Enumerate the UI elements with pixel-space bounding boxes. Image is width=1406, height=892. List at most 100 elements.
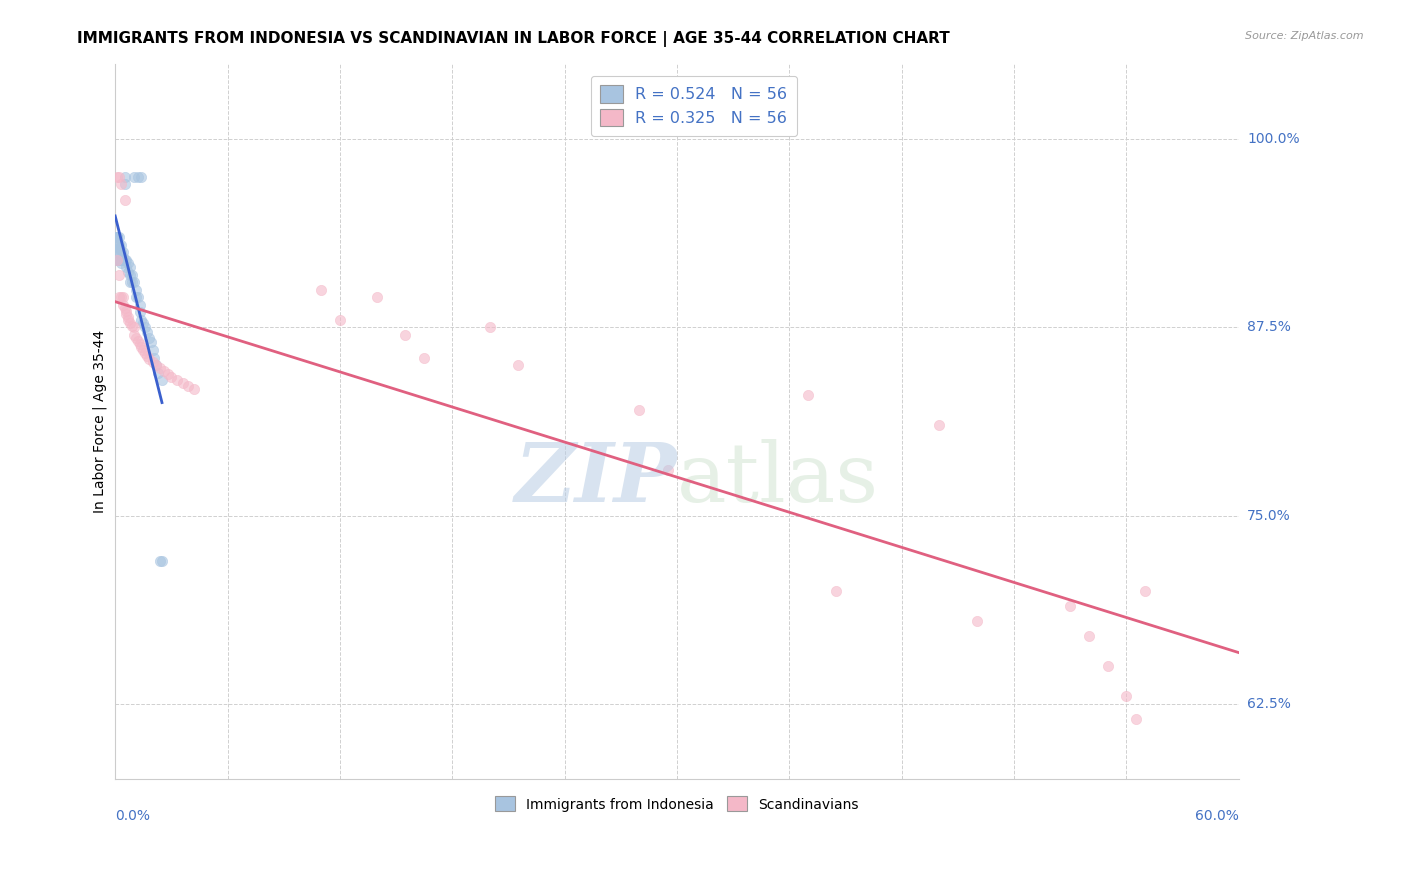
Point: [329, 313, 352, 327]
Point: [172, 376, 194, 391]
Point: [110, 252, 132, 267]
Point: [122, 275, 145, 289]
Legend: Immigrants from Indonesia, Scandinavians: Immigrants from Indonesia, Scandinavians: [488, 789, 866, 819]
Point: [120, 316, 142, 330]
Point: [111, 290, 134, 304]
Point: [1059, 599, 1081, 613]
Point: [127, 169, 149, 184]
Point: [966, 614, 988, 628]
Point: [108, 230, 131, 244]
Point: [134, 346, 156, 360]
Point: [122, 328, 145, 343]
Y-axis label: In Labor Force | Age 35-44: In Labor Force | Age 35-44: [93, 330, 107, 513]
Point: [132, 343, 155, 357]
Point: [127, 290, 149, 304]
Point: [115, 260, 138, 275]
Point: [105, 252, 128, 267]
Point: [177, 379, 200, 393]
Point: [105, 230, 128, 244]
Point: [150, 373, 173, 387]
Point: [506, 358, 529, 372]
Point: [136, 349, 159, 363]
Point: [134, 320, 156, 334]
Point: [928, 418, 950, 433]
Text: 100.0%: 100.0%: [1247, 132, 1299, 146]
Point: [125, 331, 148, 345]
Point: [1125, 712, 1147, 726]
Point: [145, 358, 167, 372]
Point: [111, 252, 134, 267]
Point: [127, 334, 149, 348]
Point: [115, 304, 138, 318]
Point: [825, 583, 848, 598]
Point: [110, 256, 132, 270]
Point: [1133, 583, 1156, 598]
Point: [122, 169, 145, 184]
Point: [128, 337, 150, 351]
Point: [117, 313, 139, 327]
Point: [120, 268, 142, 282]
Point: [110, 237, 132, 252]
Point: [108, 237, 131, 252]
Point: [131, 340, 153, 354]
Point: [413, 351, 436, 365]
Text: 60.0%: 60.0%: [1195, 809, 1239, 823]
Point: [121, 268, 143, 282]
Point: [110, 178, 132, 192]
Text: 87.5%: 87.5%: [1247, 320, 1291, 334]
Point: [108, 268, 131, 282]
Point: [128, 298, 150, 312]
Point: [125, 283, 148, 297]
Point: [131, 169, 153, 184]
Point: [120, 260, 142, 275]
Point: [150, 554, 173, 568]
Point: [108, 290, 131, 304]
Point: [138, 352, 160, 367]
Point: [143, 351, 166, 365]
Point: [111, 298, 134, 312]
Point: [394, 328, 416, 343]
Point: [117, 310, 139, 324]
Point: [114, 252, 136, 267]
Point: [145, 358, 167, 372]
Point: [138, 331, 160, 345]
Point: [105, 230, 128, 244]
Point: [115, 307, 138, 321]
Point: [117, 256, 139, 270]
Point: [366, 290, 388, 304]
Point: [142, 355, 165, 369]
Text: 0.0%: 0.0%: [115, 809, 150, 823]
Point: [122, 320, 145, 334]
Point: [114, 301, 136, 315]
Point: [108, 241, 131, 255]
Point: [148, 366, 170, 380]
Point: [108, 169, 131, 184]
Point: [110, 290, 132, 304]
Point: [117, 265, 139, 279]
Point: [105, 230, 128, 244]
Point: [153, 364, 176, 378]
Point: [114, 193, 136, 207]
Point: [108, 245, 131, 260]
Point: [105, 252, 128, 267]
Point: [128, 305, 150, 319]
Point: [1077, 629, 1099, 643]
Point: [121, 318, 143, 333]
Point: [120, 275, 142, 289]
Text: 75.0%: 75.0%: [1247, 508, 1291, 523]
Point: [166, 373, 188, 387]
Text: IMMIGRANTS FROM INDONESIA VS SCANDINAVIAN IN LABOR FORCE | AGE 35-44 CORRELATION: IMMIGRANTS FROM INDONESIA VS SCANDINAVIA…: [77, 31, 950, 47]
Point: [114, 178, 136, 192]
Point: [136, 325, 159, 339]
Point: [108, 241, 131, 255]
Point: [115, 252, 138, 267]
Text: ZIP: ZIP: [515, 439, 676, 518]
Text: Source: ZipAtlas.com: Source: ZipAtlas.com: [1246, 31, 1364, 41]
Point: [1097, 659, 1119, 673]
Point: [309, 283, 332, 297]
Point: [657, 463, 679, 477]
Point: [125, 290, 148, 304]
Point: [108, 252, 131, 267]
Point: [121, 275, 143, 289]
Point: [156, 367, 179, 381]
